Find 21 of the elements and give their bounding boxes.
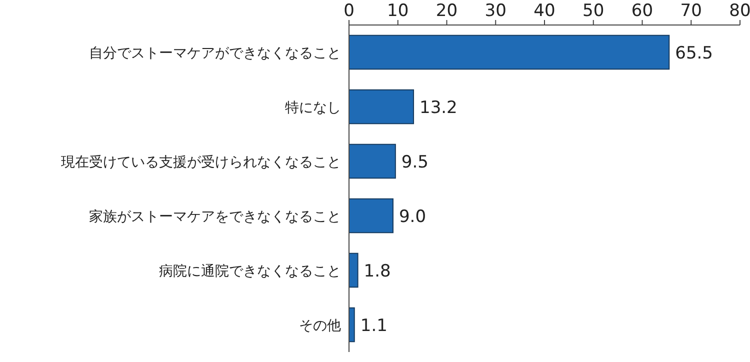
x-tick-label: 60 (631, 1, 654, 21)
data-label: 65.5 (675, 43, 713, 64)
x-tick-label: 80 (729, 1, 750, 21)
y-tick-label: 現在受けている支援が受けられなくなること (61, 154, 341, 170)
data-label: 13.2 (420, 98, 458, 118)
x-tick-label: 20 (436, 1, 458, 21)
data-label: 9.5 (401, 152, 428, 172)
x-tick-label: 30 (484, 1, 506, 21)
y-tick-label: その他 (299, 318, 341, 334)
data-label: 1.1 (360, 316, 388, 336)
y-tick-label: 家族がストーマケアをできなくなること (89, 208, 341, 225)
y-tick-label: 特になし (285, 100, 341, 116)
x-tick-label: 50 (582, 1, 604, 21)
x-tick-label: 40 (534, 1, 556, 21)
y-tick-label: 自分でストーマケアができなくなること (89, 45, 341, 62)
data-label: 1.8 (364, 261, 391, 282)
data-label: 9.0 (398, 206, 426, 227)
x-tick-label: 0 (344, 1, 354, 21)
y-tick-label: 病院に通院できなくなること (159, 263, 341, 280)
x-tick-label: 70 (680, 1, 702, 21)
x-tick-label: 10 (387, 1, 409, 21)
